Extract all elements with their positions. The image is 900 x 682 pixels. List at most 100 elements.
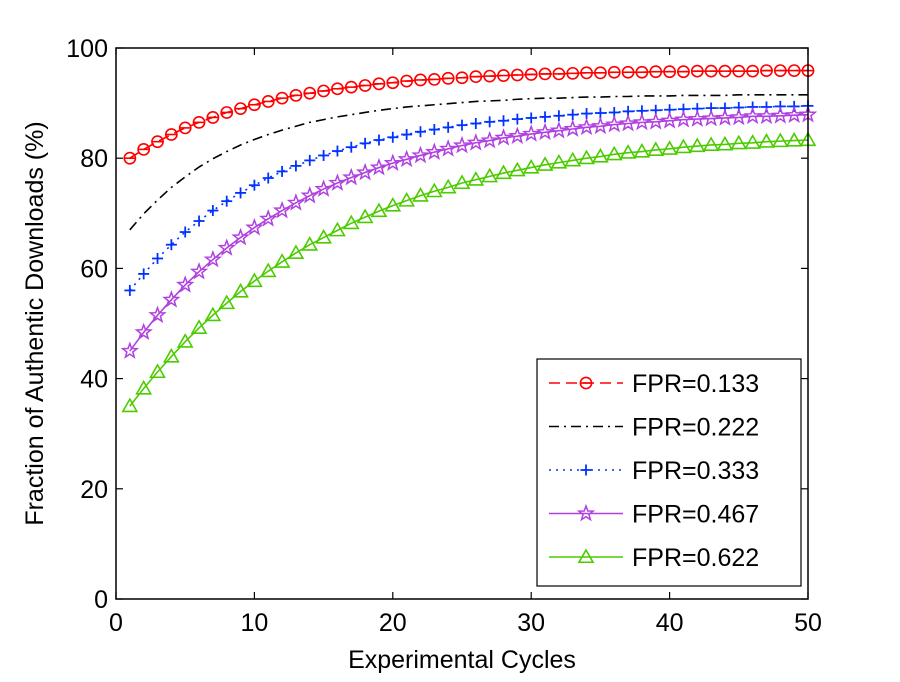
data-point: [508, 126, 527, 145]
data-point: [456, 119, 468, 131]
data-point: [247, 98, 261, 112]
data-point: [581, 108, 593, 120]
data-point: [442, 121, 454, 133]
data-point: [480, 130, 499, 149]
data-point: [221, 195, 233, 207]
data-point: [178, 121, 192, 135]
data-point: [290, 160, 302, 172]
legend-box: [536, 358, 802, 587]
y-tick-label: 40: [80, 366, 108, 394]
data-point: [455, 71, 469, 85]
data-point: [412, 187, 429, 202]
data-point: [660, 111, 679, 129]
data-point: [246, 272, 263, 288]
data-point: [134, 322, 153, 341]
data-point: [550, 153, 568, 169]
legend: FPR=0.133 FPR=0.222 FPR=0.333 FPR=0.467 FPR=…: [536, 358, 802, 587]
data-point: [135, 379, 153, 395]
data-point: [259, 209, 278, 227]
data-point: [162, 347, 180, 363]
y-tick-label: 100: [66, 35, 108, 63]
x-axis-label: Experimental Cycles: [348, 646, 576, 674]
data-point: [508, 161, 526, 177]
data-point: [605, 145, 623, 161]
data-point: [207, 205, 219, 217]
data-point: [439, 178, 457, 194]
data-point: [176, 333, 194, 348]
data-point: [192, 115, 206, 129]
data-point: [232, 282, 249, 298]
data-point: [649, 65, 663, 79]
data-point: [538, 67, 552, 81]
y-axis-label: Fraction of Authentic Downloads (%): [21, 121, 49, 525]
data-point: [552, 67, 566, 81]
data-point: [702, 136, 720, 152]
data-point: [427, 73, 441, 86]
data-point: [318, 149, 330, 161]
data-point: [138, 268, 150, 280]
data-point: [120, 341, 140, 359]
data-point: [563, 119, 582, 137]
data-point: [369, 157, 389, 176]
legend-label: FPR=0.133: [632, 370, 759, 398]
x-tick-label: 50: [794, 609, 822, 637]
data-point: [342, 167, 361, 186]
data-point: [661, 140, 678, 155]
x-tick-label: 20: [379, 609, 407, 637]
data-point: [151, 135, 164, 149]
data-point: [467, 171, 485, 186]
data-point: [287, 244, 305, 260]
data-point: [148, 305, 167, 324]
data-point: [273, 253, 291, 268]
data-point: [594, 66, 607, 80]
legend-marker: [577, 548, 595, 564]
data-point: [688, 109, 707, 127]
ticks-layer: 0 10 20 30 40 50 0 20 40 60 80 100: [66, 35, 822, 637]
data-point: [591, 116, 610, 135]
data-point: [425, 182, 443, 198]
data-point: [536, 156, 554, 171]
data-point: [675, 138, 692, 154]
data-point: [331, 82, 344, 96]
series-3: [120, 104, 818, 359]
x-tick-label: 30: [517, 609, 545, 637]
data-point: [234, 102, 247, 116]
data-point: [564, 151, 582, 167]
legend-item: FPR=0.467: [549, 501, 759, 529]
data-point: [286, 193, 306, 211]
x-tick-label: 40: [656, 609, 684, 637]
data-point: [304, 154, 316, 166]
x-tick-label: 0: [109, 609, 123, 637]
data-point: [342, 214, 360, 230]
data-point: [203, 249, 223, 268]
data-point: [785, 131, 803, 147]
data-point: [746, 64, 760, 78]
data-point: [510, 68, 524, 82]
data-point: [524, 68, 538, 81]
data-point: [428, 124, 440, 136]
data-point: [317, 84, 330, 98]
data-point: [525, 112, 537, 124]
data-point: [716, 135, 734, 151]
legend-marker: [576, 503, 596, 522]
series-4: [121, 131, 817, 413]
legend-label: FPR=0.467: [632, 501, 759, 529]
data-point: [193, 215, 205, 227]
data-point: [235, 187, 247, 199]
data-point: [743, 106, 762, 125]
data-point: [358, 79, 372, 92]
data-point: [162, 290, 181, 308]
data-point: [498, 115, 510, 127]
data-point: [272, 200, 292, 219]
data-point: [784, 105, 804, 124]
data-point: [539, 111, 551, 123]
data-point: [690, 64, 704, 78]
data-point: [328, 173, 347, 191]
data-point: [355, 162, 375, 181]
data-point: [718, 64, 732, 78]
data-point: [647, 141, 665, 156]
data-point: [386, 76, 400, 90]
legend-label: FPR=0.333: [632, 457, 759, 485]
data-point: [401, 129, 413, 141]
data-point: [303, 86, 317, 100]
